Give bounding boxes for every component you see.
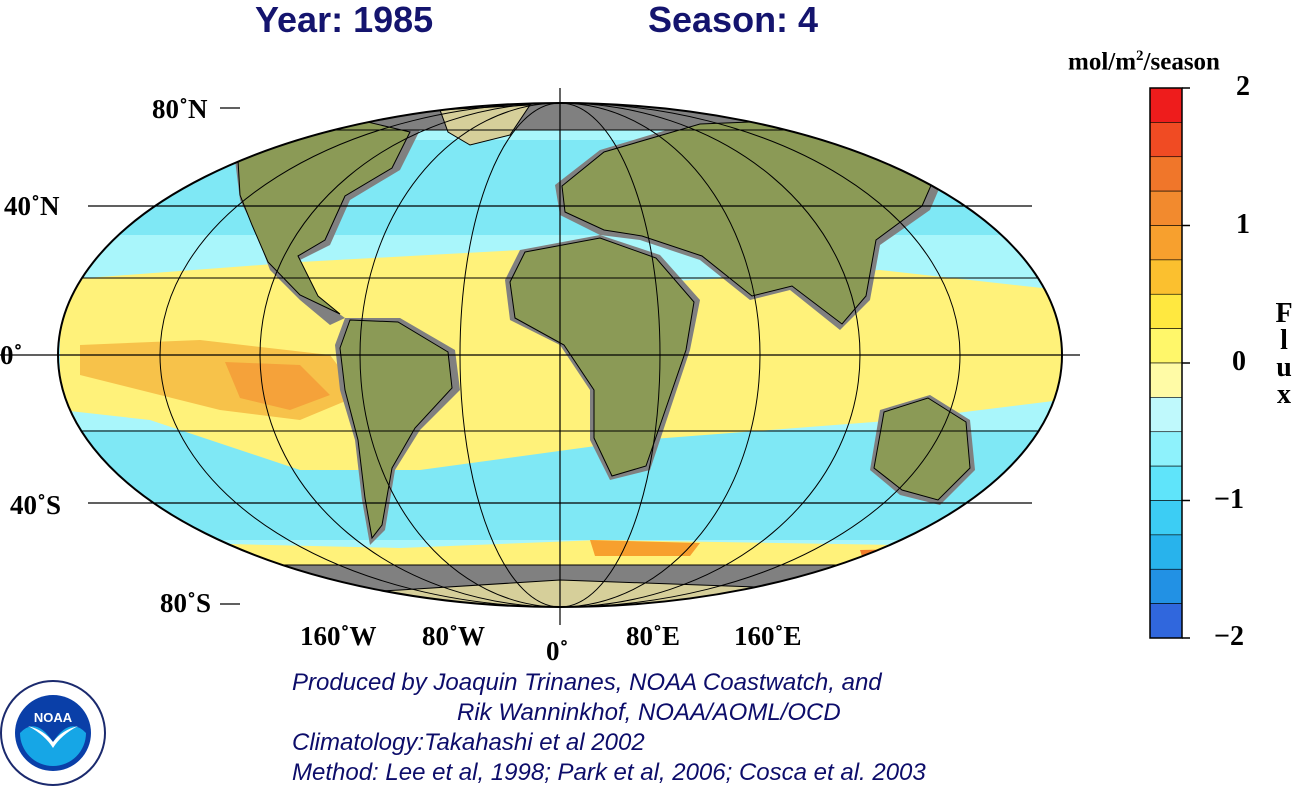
- lat-label-40s: 40˚S: [10, 490, 62, 520]
- ocean-southern-hot: [590, 540, 700, 556]
- colorbar-segment: [1149, 156, 1183, 192]
- colorbar-tick-2: 2: [1236, 71, 1250, 102]
- colorbar-segment: [1149, 190, 1183, 226]
- australia: [873, 397, 971, 501]
- colorbar-units: mol/m2/season: [1068, 48, 1220, 76]
- lon-label-0: 0˚: [546, 636, 569, 666]
- colorbar-segment: [1149, 87, 1183, 123]
- ocean-eq-pacific-hot: [225, 362, 330, 410]
- lat-label-40n: 40˚N: [4, 191, 60, 221]
- colorbar-segment: [1149, 431, 1183, 467]
- north-america: [221, 111, 411, 315]
- credits-block: Produced by Joaquin Trinanes, NOAA Coast…: [292, 668, 926, 788]
- lon-label-160w: 160˚W: [300, 621, 377, 651]
- lat-label-80s: 80˚S: [160, 588, 212, 618]
- credits-line-2: Rik Wanninkhof, NOAA/AOML/OCD: [457, 699, 841, 726]
- colorbar-tick-neg1: −1: [1214, 484, 1244, 515]
- lat-label-eq: 0˚: [0, 340, 23, 370]
- colorbar-segment: [1149, 259, 1183, 295]
- credits-line-3: Climatology:Takahashi et al 2002: [292, 729, 645, 756]
- colorbar-segment: [1149, 328, 1183, 364]
- colorbar-segment: [1149, 534, 1183, 570]
- lon-label-160e: 160˚E: [734, 621, 802, 651]
- colorbar-tick-neg2: −2: [1214, 621, 1244, 652]
- colorbar-segment: [1149, 225, 1183, 261]
- colorbar-segment: [1149, 293, 1183, 329]
- lon-label-80e: 80˚E: [626, 621, 680, 651]
- colorbar-segment: [1149, 603, 1183, 639]
- colorbar-segment: [1149, 122, 1183, 158]
- colorbar: [1149, 87, 1190, 639]
- colorbar-title-flux: F l u x: [1275, 298, 1293, 410]
- colorbar-segment: [1149, 465, 1183, 501]
- colorbar-tick-1: 1: [1236, 209, 1250, 240]
- lon-label-80w: 80˚W: [422, 621, 485, 651]
- noaa-logo: NOAA: [0, 680, 106, 786]
- africa: [509, 237, 695, 477]
- title-year: Year: 1985: [255, 0, 434, 40]
- colorbar-segment: [1149, 397, 1183, 433]
- credits-line-4: Method: Lee et al, 1998; Park et al, 200…: [292, 759, 926, 786]
- logo-text: NOAA: [34, 710, 73, 725]
- colorbar-tick-0: 0: [1232, 346, 1246, 377]
- colorbar-segment: [1149, 362, 1183, 398]
- lat-label-80n: 80˚N: [152, 94, 208, 124]
- south-america: [339, 319, 453, 540]
- credits-line-1: Produced by Joaquin Trinanes, NOAA Coast…: [292, 669, 882, 696]
- colorbar-segment: [1149, 568, 1183, 604]
- title-season: Season: 4: [648, 0, 819, 40]
- logo-bird-icon: [28, 726, 78, 748]
- colorbar-segment: [1149, 500, 1183, 536]
